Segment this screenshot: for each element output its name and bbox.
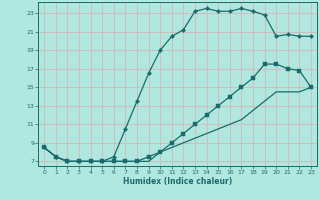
X-axis label: Humidex (Indice chaleur): Humidex (Indice chaleur) [123, 177, 232, 186]
